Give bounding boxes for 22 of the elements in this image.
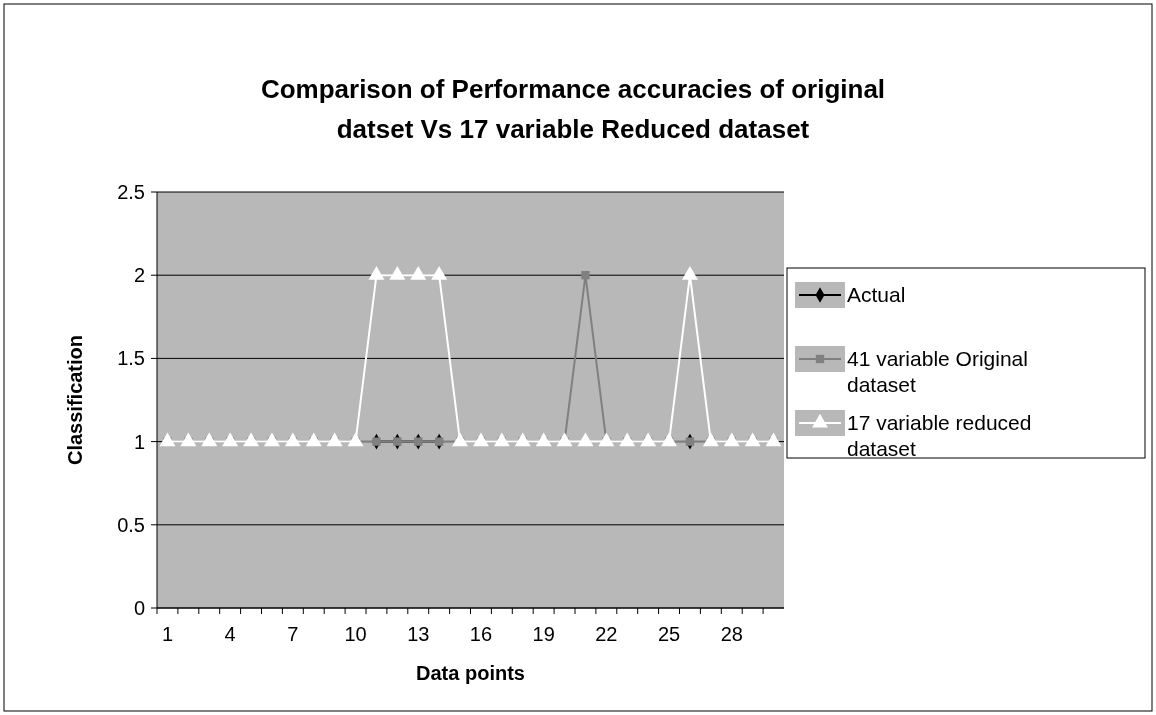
y-tick-label: 2.5 (117, 181, 145, 203)
x-tick-label: 19 (532, 623, 555, 645)
x-tick-label: 13 (407, 623, 430, 645)
x-tick-label: 28 (720, 623, 743, 645)
y-tick-label: 1.5 (117, 347, 145, 370)
x-tick-label: 10 (344, 623, 367, 645)
x-tick-label: 16 (469, 623, 493, 645)
x-tick-label: 1 (161, 623, 174, 645)
y-tick-label: 1 (133, 430, 145, 453)
y-axis-title: Classification (64, 334, 86, 466)
y-tick-label: 0.5 (117, 513, 145, 536)
x-tick-label: 7 (287, 623, 299, 645)
x-axis-title: Data points (416, 662, 525, 684)
y-tick-label: 0 (133, 597, 145, 619)
y-tick-label: 2 (133, 264, 145, 287)
x-tick-label: 4 (224, 623, 236, 645)
legend-label: 41 variable Original dataset (847, 347, 1028, 396)
x-tick-label: 25 (657, 623, 681, 645)
chart-title: Comparison of Performance accuracies of original datset Vs 17 variable Reduced dataset (260, 74, 886, 144)
x-tick-label: 22 (595, 623, 618, 645)
legend-label: Actual (847, 283, 906, 306)
legend-label: 17 variable reduced dataset (847, 411, 1032, 460)
